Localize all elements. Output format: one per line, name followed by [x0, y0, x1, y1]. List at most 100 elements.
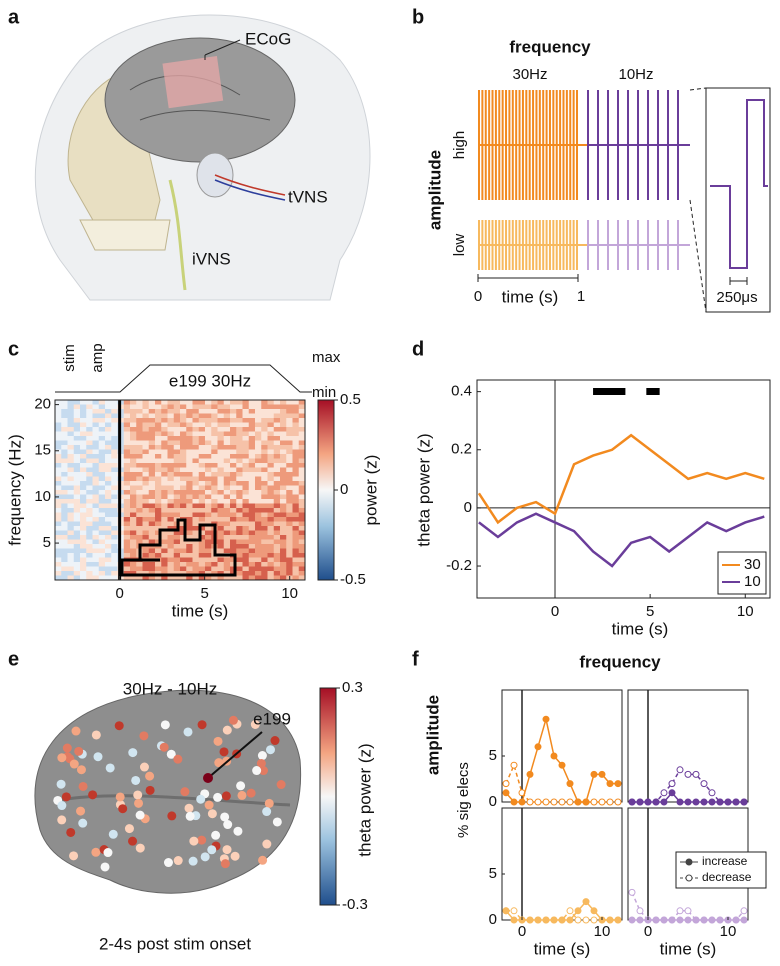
heat-cell [67, 512, 75, 518]
increase-point [724, 798, 732, 806]
heat-cell [192, 400, 200, 405]
heat-cell [248, 512, 256, 518]
heat-cell [230, 445, 237, 450]
heat-cell [186, 481, 193, 486]
heat-cell [73, 476, 81, 482]
heat-cell [80, 553, 87, 558]
heat-cell [273, 476, 281, 482]
heat-cell [80, 427, 87, 432]
heat-cell [148, 458, 156, 464]
heat-cell [80, 409, 87, 414]
heat-cell [273, 436, 281, 441]
heat-cell [198, 503, 206, 509]
heat-cell [205, 512, 212, 518]
heat-cell [111, 548, 118, 554]
heat-cell [92, 400, 100, 405]
heat-cell [123, 544, 131, 549]
heat-cell [98, 575, 106, 581]
heat-cell [298, 512, 306, 518]
heat-cell [61, 404, 68, 410]
heat-cell [98, 557, 106, 563]
electrode [252, 766, 262, 776]
heat-cell [155, 485, 162, 491]
heat-cell [267, 458, 275, 464]
heat-cell [67, 508, 75, 513]
heat-cell [255, 512, 262, 518]
heat-cell [136, 440, 143, 446]
heat-cell [148, 476, 156, 482]
heat-cell [111, 431, 118, 437]
heat-cell [267, 503, 275, 509]
colorbar-label: power (z) [361, 455, 380, 526]
heat-cell [280, 571, 287, 576]
heat-cell [173, 544, 181, 549]
heat-cell [242, 413, 250, 419]
heat-cell [142, 449, 150, 455]
label-tvns: tVNS [288, 187, 328, 206]
heat-cell [286, 553, 293, 558]
heat-cell [55, 440, 62, 446]
electrode [276, 780, 286, 790]
heat-cell [292, 557, 300, 563]
heat-cell [248, 431, 256, 437]
heat-cell [67, 404, 75, 410]
colorbar-tick-label: 0.5 [340, 391, 361, 408]
heat-cell [223, 521, 231, 527]
heat-cell [217, 517, 225, 522]
heat-cell [217, 490, 225, 495]
heat-cell [123, 431, 131, 437]
increase-point [550, 916, 558, 924]
electrode [185, 811, 195, 821]
heat-cell [292, 494, 300, 500]
heat-cell [292, 575, 300, 581]
heat-cell [273, 539, 281, 545]
heat-cell [186, 476, 193, 482]
heat-cell [86, 548, 93, 554]
heat-cell [161, 517, 168, 522]
heat-cell [223, 535, 231, 540]
heat-cell [180, 472, 187, 477]
electrode [270, 736, 280, 746]
heat-cell [105, 400, 112, 405]
heat-cell [267, 499, 275, 504]
increase-point [574, 798, 582, 806]
heat-cell [148, 467, 156, 473]
heat-cell [298, 436, 306, 441]
heat-cell [173, 499, 181, 504]
increase-point [566, 916, 574, 924]
heat-cell [255, 539, 262, 545]
heat-cell [230, 440, 237, 446]
increase-point [542, 715, 550, 723]
heat-cell [205, 557, 212, 563]
decrease-point [676, 907, 684, 915]
heat-cell [73, 436, 81, 441]
heat-cell [248, 548, 256, 554]
heat-cell [198, 463, 206, 468]
heat-cell [155, 440, 162, 446]
heat-cell [180, 440, 187, 446]
heat-cell [148, 422, 156, 428]
heat-cell [292, 548, 300, 554]
heat-cell [223, 418, 231, 423]
heat-cell [255, 494, 262, 500]
heat-cell [198, 422, 206, 428]
increase-point [652, 916, 660, 924]
heat-cell [273, 553, 281, 558]
heat-cell [148, 481, 156, 486]
electrode [93, 752, 103, 762]
heat-cell [105, 404, 112, 410]
heat-cell [67, 409, 75, 414]
heat-cell [55, 544, 62, 549]
heat-cell [61, 485, 68, 491]
heat-cell [80, 458, 87, 464]
heat-cell [242, 490, 250, 495]
heat-cell [211, 562, 218, 567]
heat-cell [111, 571, 118, 576]
heat-cell [217, 562, 225, 567]
heat-cell [217, 526, 225, 531]
heat-cell [217, 575, 225, 581]
decrease-line [631, 892, 745, 921]
b-title: frequency [509, 37, 591, 56]
heat-cell [105, 490, 112, 495]
y-tick-label: 15 [34, 442, 51, 459]
